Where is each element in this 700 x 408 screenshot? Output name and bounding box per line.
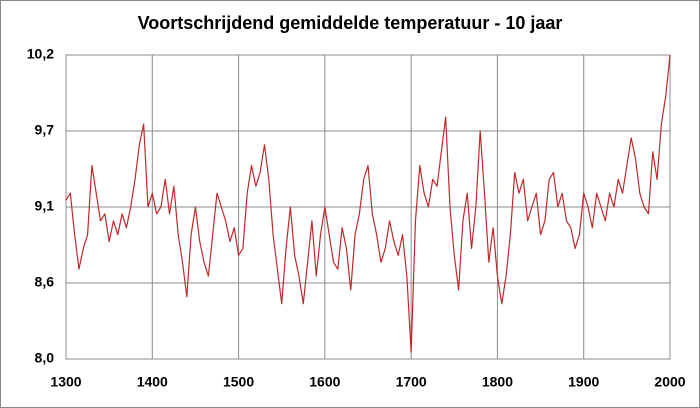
x-tick-label: 1500 [223, 374, 254, 390]
data-line [65, 54, 671, 353]
chart-title: Voortschrijdend gemiddelde temperatuur -… [138, 13, 563, 33]
y-tick-label: 9,1 [35, 198, 55, 214]
y-tick-label: 8,0 [35, 350, 55, 366]
x-tick-label: 1600 [309, 374, 340, 390]
plot-border [65, 54, 671, 360]
x-tick-label: 1800 [482, 374, 513, 390]
x-tick-label: 1900 [568, 374, 599, 390]
x-tick-label: 1400 [137, 374, 168, 390]
y-tick-label: 8,6 [35, 274, 55, 290]
x-tick-label: 1700 [396, 374, 427, 390]
x-tick-label: 2000 [654, 374, 685, 390]
y-tick-label: 9,7 [35, 122, 55, 138]
x-tick-label: 1300 [50, 374, 81, 390]
y-tick-label: 10,2 [27, 46, 54, 62]
